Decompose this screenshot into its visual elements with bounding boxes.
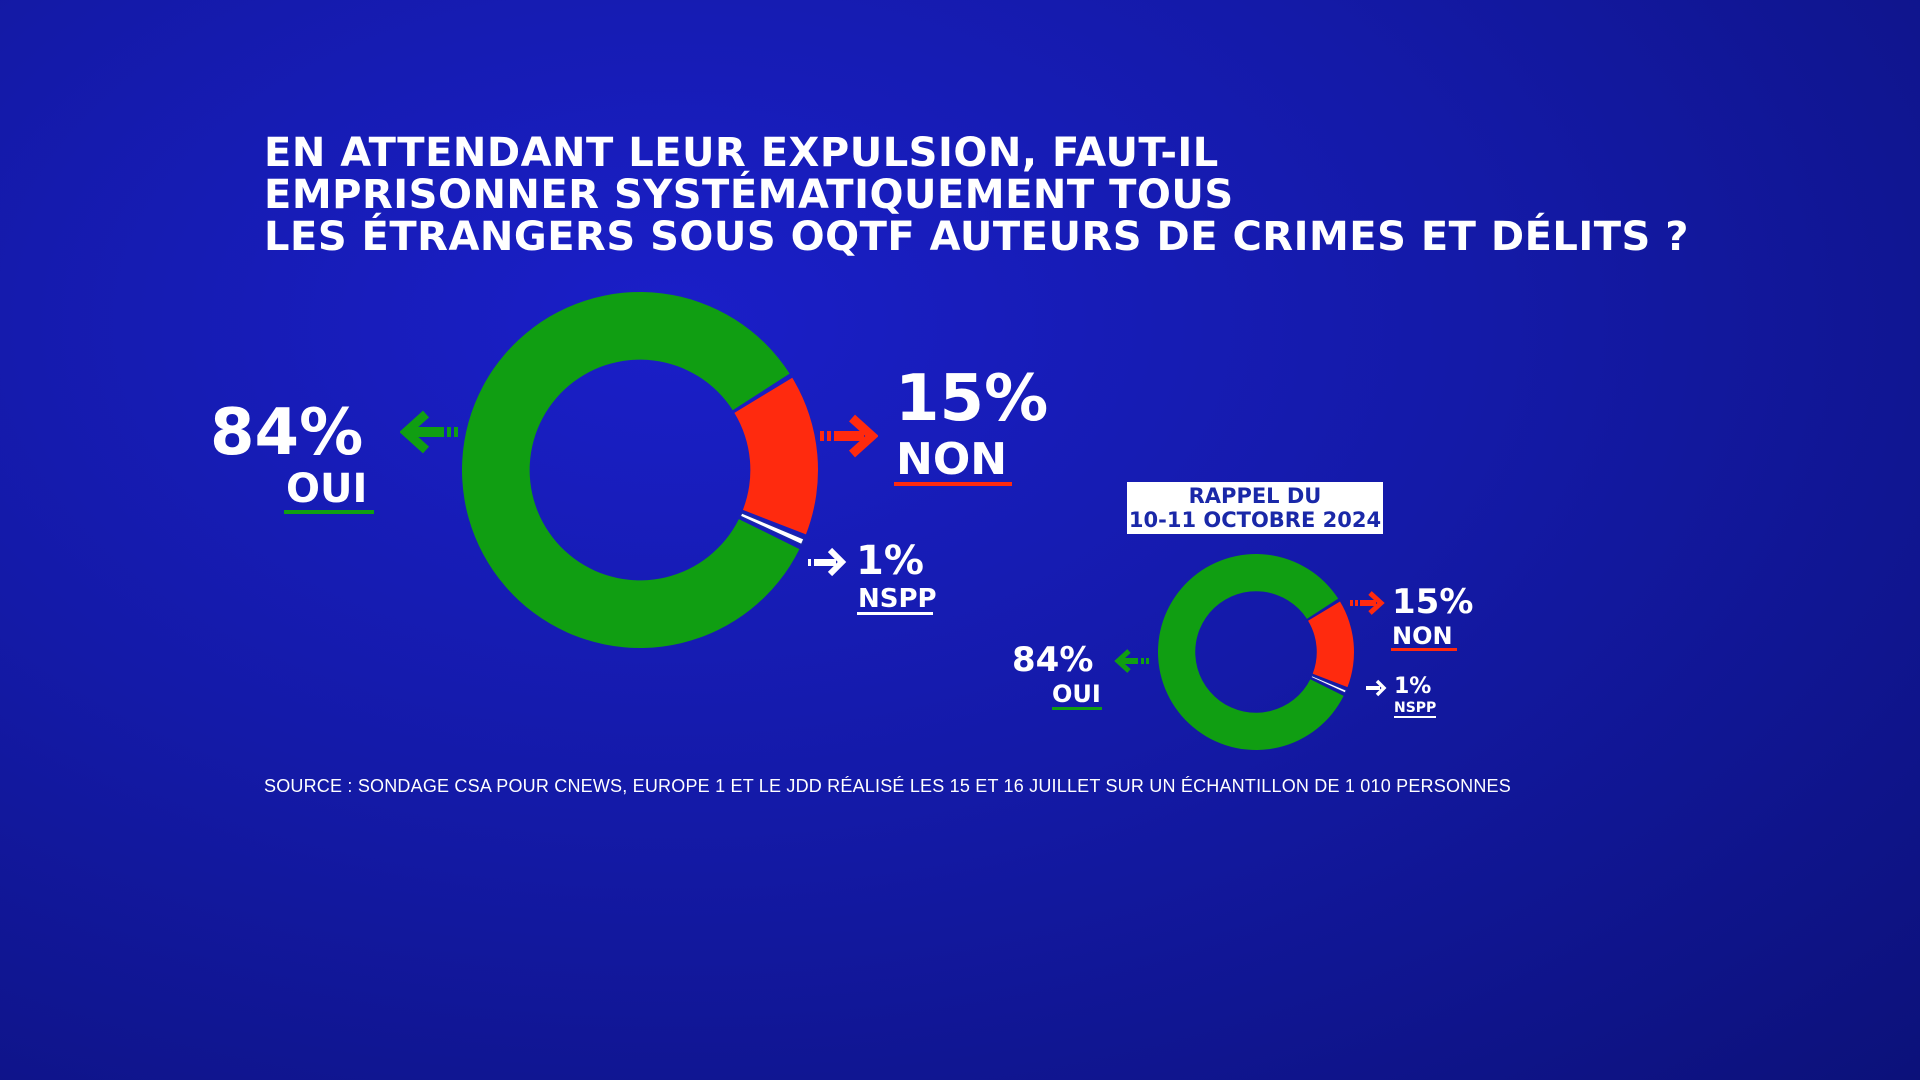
main-donut-chart xyxy=(462,292,818,648)
main-oui-arrow-icon xyxy=(400,410,458,454)
donut-slice-oui xyxy=(1158,554,1344,750)
donut-slice-nspp xyxy=(739,511,806,546)
recall-oui-percent: 84% xyxy=(1012,640,1094,680)
recall-non-percent: 15% xyxy=(1392,582,1474,622)
main-non-underline xyxy=(894,482,1012,486)
recall-nspp-arrow-icon xyxy=(1366,679,1387,697)
source-note: SOURCE : SONDAGE CSA POUR CNEWS, EUROPE … xyxy=(264,776,1511,796)
main-oui-percent: 84% xyxy=(210,396,364,470)
donut-slice-nspp xyxy=(1310,675,1347,694)
title-line-3: LES ÉTRANGERS SOUS OQTF AUTEURS DE CRIME… xyxy=(264,214,1689,260)
donut-slice-non xyxy=(734,377,818,535)
recall-non-label: NON xyxy=(1392,622,1453,650)
main-non-percent: 15% xyxy=(895,362,1049,436)
recall-oui-arrow-icon xyxy=(1114,649,1149,673)
recall-nspp-percent: 1% xyxy=(1394,674,1432,699)
main-nspp-percent: 1% xyxy=(856,538,924,584)
recall-non-underline xyxy=(1391,648,1457,651)
main-oui-label: OUI xyxy=(286,466,368,512)
title-line-1: EN ATTENDANT LEUR EXPULSION, FAUT-IL xyxy=(264,130,1219,176)
main-nspp-underline xyxy=(857,612,933,615)
main-nspp-label: NSPP xyxy=(858,584,937,614)
main-nspp-arrow-icon xyxy=(808,547,847,577)
main-non-label: NON xyxy=(896,434,1008,485)
chart-title: EN ATTENDANT LEUR EXPULSION, FAUT-IL EMP… xyxy=(264,132,1689,258)
recall-oui-underline xyxy=(1052,707,1102,710)
recall-date-badge: RAPPEL DU 10-11 OCTOBRE 2024 xyxy=(1127,482,1383,534)
recall-non-arrow-icon xyxy=(1350,591,1385,615)
main-non-arrow-icon xyxy=(820,414,878,458)
title-line-2: EMPRISONNER SYSTÉMATIQUEMENT TOUS xyxy=(264,172,1234,218)
recall-line-1: RAPPEL DU xyxy=(1188,484,1322,508)
recall-nspp-underline xyxy=(1394,716,1436,718)
recall-nspp-label: NSPP xyxy=(1394,700,1437,716)
recall-oui-label: OUI xyxy=(1052,680,1101,708)
donut-slice-oui xyxy=(462,292,800,648)
donut-slice-non xyxy=(1308,601,1354,688)
main-oui-underline xyxy=(284,510,374,514)
recall-line-2: 10-11 OCTOBRE 2024 xyxy=(1128,508,1382,532)
recall-donut-chart xyxy=(1158,554,1354,750)
